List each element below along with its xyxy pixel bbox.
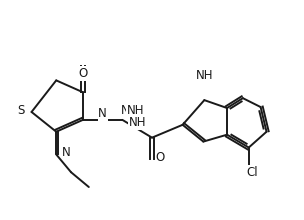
- Text: S: S: [17, 104, 25, 117]
- Text: O: O: [155, 151, 164, 164]
- Text: NH: NH: [195, 69, 213, 82]
- Text: N: N: [121, 104, 130, 117]
- Text: N: N: [62, 146, 71, 159]
- Text: O: O: [78, 67, 88, 80]
- Text: NH: NH: [126, 104, 144, 117]
- Text: NH: NH: [128, 116, 146, 129]
- Text: Cl: Cl: [246, 166, 257, 179]
- Text: N: N: [98, 107, 107, 120]
